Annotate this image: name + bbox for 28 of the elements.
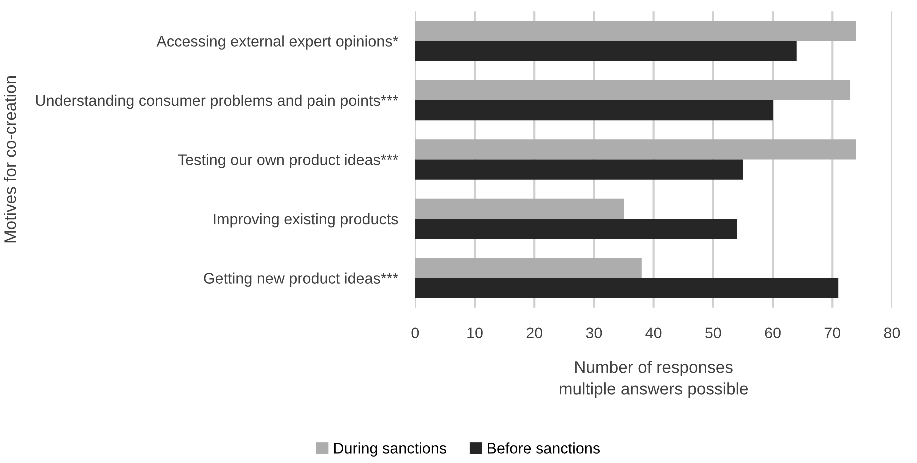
x-tick-label: 70 — [824, 328, 841, 339]
bar — [415, 258, 642, 278]
x-tick-label: 0 — [412, 328, 420, 339]
y-axis-title: Motives for co-creation — [4, 76, 16, 243]
x-tick-label: 10 — [468, 328, 483, 339]
x-tick-label: 50 — [706, 328, 722, 339]
x-tick-label: 40 — [646, 328, 662, 339]
x-tick-label: 20 — [526, 328, 543, 339]
y-tick-label: Testing our own product ideas*** — [178, 154, 399, 168]
legend-label: Before sanctions — [488, 442, 600, 454]
y-tick-label: Getting new product ideas*** — [204, 272, 399, 287]
bar — [415, 21, 856, 42]
x-tick-label: 80 — [884, 328, 900, 339]
x-tick-label: 60 — [765, 328, 781, 339]
legend-label: During sanctions — [334, 442, 446, 457]
bar — [415, 100, 774, 121]
x-tick-label: 30 — [586, 328, 602, 339]
bar — [415, 140, 856, 160]
y-tick-label: Accessing external expert opinions* — [156, 36, 399, 50]
bar — [415, 80, 851, 100]
y-tick-label: Understanding consumer problems and pain points*** — [36, 94, 399, 110]
x-axis-title: Number of responses multiple answers possible — [560, 361, 748, 398]
bar — [415, 160, 744, 180]
y-tick-label: Improving existing products — [214, 213, 398, 228]
bar — [415, 278, 839, 298]
bar — [415, 219, 738, 240]
bar — [415, 198, 624, 219]
bar — [415, 41, 797, 62]
